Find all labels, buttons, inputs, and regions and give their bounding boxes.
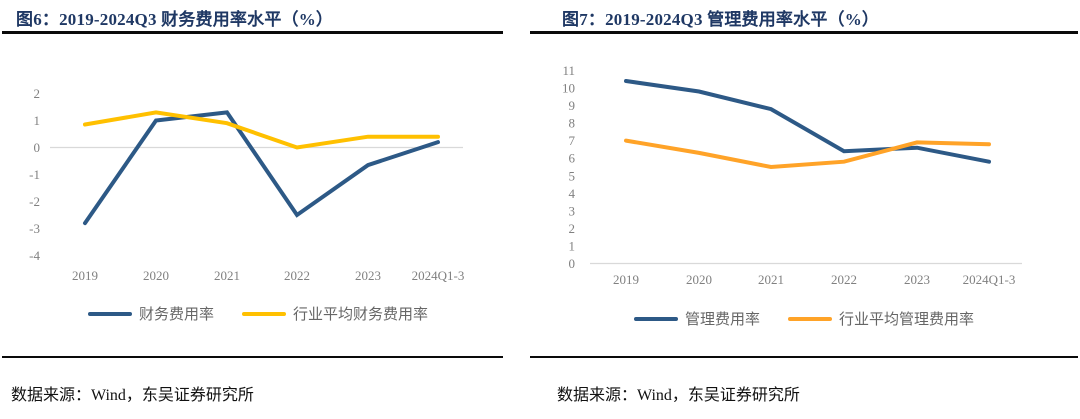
y-tick-label: 9 — [569, 98, 576, 113]
title-divider — [2, 31, 503, 34]
y-tick-label: -3 — [29, 221, 40, 236]
legend-item-1: 行业平均管理费用率 — [788, 308, 974, 329]
figure-panel-fig6: 图6：2019-2024Q3 财务费用率水平（%） 2 1 0 -1 -2 -3 -4 201… — [0, 0, 516, 419]
x-axis-label: 2024Q1-3 — [412, 268, 465, 283]
legend-label: 财务费用率 — [138, 307, 214, 323]
legend-item-0: 管理费用率 — [633, 308, 760, 329]
title-divider — [530, 31, 1078, 34]
x-axis-label: 2019 — [613, 272, 639, 287]
chart-legend: 管理费用率 行业平均管理费用率 — [528, 308, 1080, 329]
y-tick-label: 2 — [34, 86, 41, 101]
source-note: 数据来源：Wind，东吴证券研究所 — [557, 387, 800, 404]
source-divider — [2, 356, 503, 358]
figure-title: 图7：2019-2024Q3 管理费用率水平（%） — [562, 10, 880, 29]
y-tick-label: -2 — [29, 194, 40, 209]
legend-line-marker — [633, 316, 678, 321]
x-axis-label: 2024Q1-3 — [963, 272, 1016, 287]
x-axis-label: 2019 — [72, 268, 98, 283]
y-tick-label: 10 — [562, 81, 575, 96]
x-axis-label: 2022 — [284, 268, 310, 283]
legend-item-1: 行业平均财务费用率 — [242, 303, 428, 324]
legend-line-marker — [788, 316, 832, 321]
chart-legend: 财务费用率 行业平均财务费用率 — [0, 303, 516, 324]
y-tick-label: -4 — [29, 248, 40, 263]
y-tick-label: -1 — [29, 167, 40, 182]
y-tick-label: 4 — [569, 186, 576, 201]
series-line-0 — [624, 79, 991, 164]
x-axis-label: 2021 — [758, 272, 784, 287]
figure-panel-fig7: 图7：2019-2024Q3 管理费用率水平（%） 11 10 9 8 7 6 5 4 3 2 1 0… — [528, 0, 1080, 419]
series-line-1 — [624, 138, 991, 170]
y-tick-label: 6 — [569, 151, 576, 166]
x-axis-label: 2023 — [904, 272, 930, 287]
legend-label: 行业平均财务费用率 — [293, 307, 429, 323]
y-tick-label: 2 — [569, 221, 576, 236]
x-axis-label: 2022 — [831, 272, 857, 287]
x-axis-label: 2020 — [686, 272, 712, 287]
y-tick-label: 3 — [569, 203, 576, 218]
y-tick-label: 1 — [569, 238, 576, 253]
y-tick-label: 11 — [562, 63, 575, 78]
y-tick-label: 0 — [34, 140, 41, 155]
legend-label: 管理费用率 — [684, 312, 760, 328]
figure-title: 图6：2019-2024Q3 财务费用率水平（%） — [16, 10, 334, 29]
legend-item-0: 财务费用率 — [87, 303, 214, 324]
y-tick-label: 1 — [34, 113, 41, 128]
series-line-1 — [83, 110, 440, 150]
source-note: 数据来源：Wind，东吴证券研究所 — [11, 387, 254, 404]
y-tick-label: 5 — [569, 168, 576, 183]
source-divider — [530, 356, 1078, 358]
legend-label: 行业平均管理费用率 — [839, 312, 975, 328]
y-tick-label: 0 — [569, 256, 576, 271]
x-axis-label: 2021 — [214, 268, 240, 283]
series-line-0 — [83, 110, 440, 226]
line-chart-fig6: 2 1 0 -1 -2 -3 -4 2019 2020 2021 2022 2023 2024Q1-3 — [29, 86, 465, 283]
x-axis-label: 2023 — [355, 268, 381, 283]
y-tick-label: 8 — [569, 116, 576, 131]
legend-line-marker — [242, 311, 286, 316]
x-axis-label: 2020 — [143, 268, 169, 283]
legend-line-marker — [87, 311, 132, 316]
y-tick-label: 7 — [569, 133, 576, 148]
